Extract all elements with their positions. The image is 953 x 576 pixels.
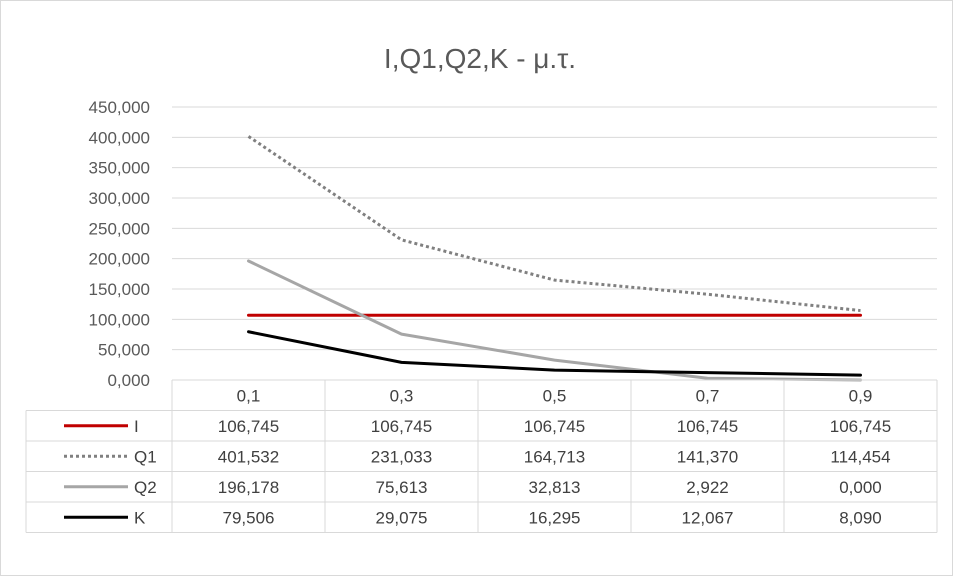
legend-label-q1: Q1 bbox=[134, 447, 157, 466]
data-label-i: 106,745 bbox=[677, 417, 738, 436]
data-label-q1: 401,532 bbox=[218, 447, 279, 466]
data-label-q2: 0,000 bbox=[839, 478, 882, 497]
y-tick-label: 100,000 bbox=[89, 310, 150, 329]
data-label-k: 16,295 bbox=[529, 508, 581, 527]
data-label-q1: 164,713 bbox=[524, 447, 585, 466]
series-line-q2 bbox=[247, 259, 862, 382]
data-label-q2: 32,813 bbox=[529, 478, 581, 497]
y-tick-label: 250,000 bbox=[89, 219, 150, 238]
y-tick-label: 0,000 bbox=[107, 371, 150, 390]
y-tick-label: 50,000 bbox=[98, 341, 150, 360]
x-tick-label: 0,1 bbox=[237, 386, 261, 405]
legend-label-q2: Q2 bbox=[134, 478, 157, 497]
y-axis-ticks: 0,000 50,000 100,000 150,000 200,000 250,000 3… bbox=[89, 98, 150, 390]
y-tick-label: 200,000 bbox=[89, 250, 150, 269]
data-label-q1: 141,370 bbox=[677, 447, 738, 466]
y-tick-label: 150,000 bbox=[89, 280, 150, 299]
series-line-k bbox=[247, 330, 862, 377]
data-label-i: 106,745 bbox=[524, 417, 585, 436]
data-label-q2: 75,613 bbox=[376, 478, 428, 497]
x-tick-label: 0,3 bbox=[390, 386, 414, 405]
data-label-q2: 2,922 bbox=[686, 478, 729, 497]
y-tick-label: 450,000 bbox=[89, 98, 150, 117]
x-tick-label: 0,9 bbox=[849, 386, 873, 405]
y-tick-label: 400,000 bbox=[89, 128, 150, 147]
legend-label-k: K bbox=[134, 508, 146, 527]
data-label-k: 79,506 bbox=[223, 508, 275, 527]
x-tick-label: 0,5 bbox=[543, 386, 567, 405]
chart-title: I,Q1,Q2,K - μ.τ. bbox=[384, 43, 576, 74]
series-lines bbox=[247, 135, 862, 382]
data-label-i: 106,745 bbox=[218, 417, 279, 436]
legend-label-i: I bbox=[134, 417, 139, 436]
data-label-k: 12,067 bbox=[682, 508, 734, 527]
data-label-q2: 196,178 bbox=[218, 478, 279, 497]
series-line-q1 bbox=[247, 135, 861, 313]
data-label-i: 106,745 bbox=[371, 417, 432, 436]
y-tick-label: 350,000 bbox=[89, 159, 150, 178]
data-label-k: 8,090 bbox=[839, 508, 882, 527]
y-tick-label: 300,000 bbox=[89, 189, 150, 208]
x-tick-label: 0,7 bbox=[696, 386, 720, 405]
data-table: 0,1 0,3 0,5 0,7 0,9 I 106,745 106,745 106,745 106… bbox=[25, 379, 938, 533]
data-label-k: 29,075 bbox=[376, 508, 428, 527]
data-label-q1: 114,454 bbox=[830, 447, 890, 466]
data-label-q1: 231,033 bbox=[371, 447, 432, 466]
data-label-i: 106,745 bbox=[830, 417, 891, 436]
gridlines bbox=[172, 106, 937, 351]
